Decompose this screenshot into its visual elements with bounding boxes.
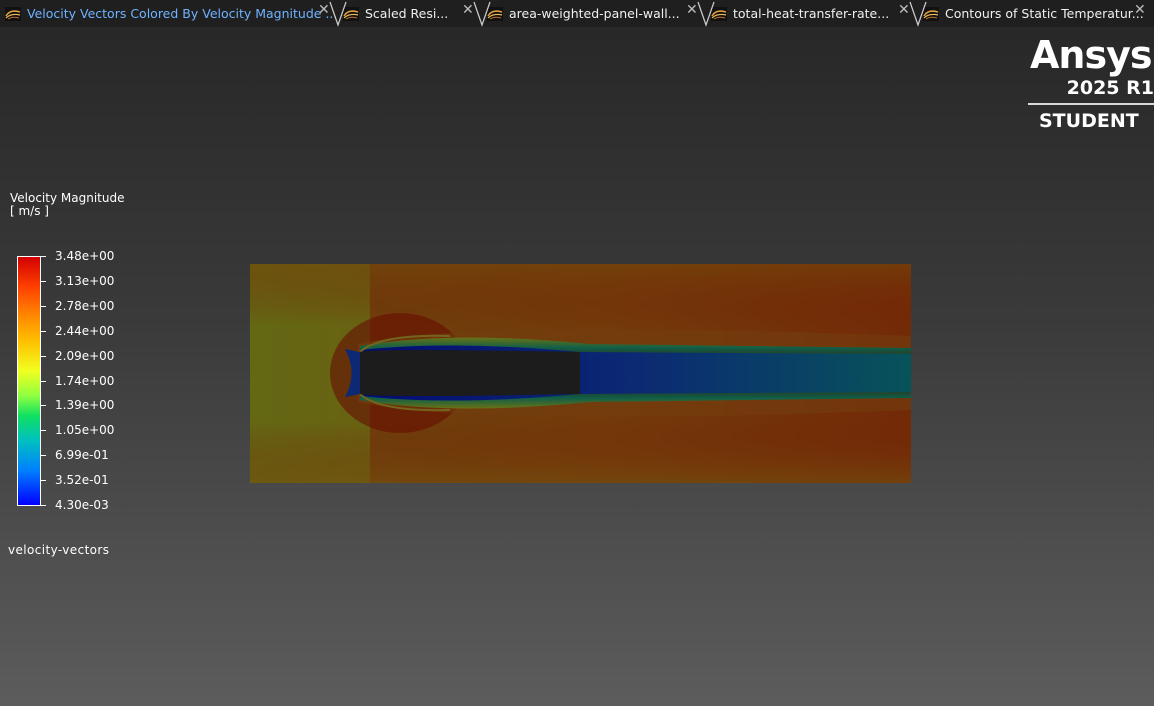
- legend-label: 3.52e-01: [41, 474, 109, 486]
- fluent-graphics-icon: [343, 6, 359, 21]
- legend-unit: [ m/s ]: [10, 204, 49, 218]
- tab-label: Velocity Vectors Colored By Velocity Mag…: [27, 6, 338, 21]
- close-icon[interactable]: ✕: [898, 2, 910, 18]
- fluent-graphics-icon: [923, 6, 939, 21]
- tab-separator: [909, 1, 927, 27]
- velocity-vector-field[interactable]: [250, 264, 911, 483]
- ansys-logo: Ansys 2025 R1 STUDENT: [1026, 34, 1154, 134]
- legend-label: 6.99e-01: [41, 449, 109, 461]
- logo-edition: STUDENT: [1039, 110, 1139, 132]
- tab-scaled-residuals[interactable]: Scaled Resi... ✕: [338, 0, 482, 27]
- tab-separator: [473, 1, 491, 27]
- fluent-graphics-icon: [711, 6, 727, 21]
- tab-label: Contours of Static Temperatur...: [945, 6, 1144, 21]
- scene-caption: velocity-vectors: [8, 543, 110, 557]
- legend-labels: 3.48e+00 3.13e+00 2.78e+00 2.44e+00 2.09…: [41, 250, 121, 511]
- tab-contours-static-temperature[interactable]: Contours of Static Temperatur... ✕: [918, 0, 1154, 27]
- tab-label: total-heat-transfer-rate...: [733, 6, 890, 21]
- legend-label: 1.39e+00: [41, 399, 114, 411]
- close-icon[interactable]: ✕: [1134, 2, 1146, 18]
- tab-total-heat-transfer-rate[interactable]: total-heat-transfer-rate... ✕: [706, 0, 918, 27]
- legend-label: 3.48e+00: [41, 250, 114, 262]
- logo-name: Ansys: [1030, 33, 1152, 77]
- fluent-graphics-icon: [5, 6, 21, 21]
- legend-label: 2.09e+00: [41, 350, 114, 362]
- close-icon[interactable]: ✕: [462, 2, 474, 18]
- legend-label: 2.78e+00: [41, 300, 114, 312]
- graphics-tab-bar: Velocity Vectors Colored By Velocity Mag…: [0, 0, 1154, 27]
- legend-label: 1.74e+00: [41, 375, 114, 387]
- close-icon[interactable]: ✕: [686, 2, 698, 18]
- close-icon[interactable]: ✕: [318, 2, 330, 18]
- tab-label: area-weighted-panel-wall...: [509, 6, 680, 21]
- tab-velocity-vectors[interactable]: Velocity Vectors Colored By Velocity Mag…: [0, 0, 338, 27]
- legend-label: 1.05e+00: [41, 424, 114, 436]
- logo-version: 2025 R1: [1066, 77, 1154, 99]
- fluent-graphics-icon: [487, 6, 503, 21]
- logo-divider: [1028, 103, 1154, 105]
- tab-area-weighted-panel-wall[interactable]: area-weighted-panel-wall... ✕: [482, 0, 706, 27]
- legend-label: 2.44e+00: [41, 325, 114, 337]
- legend-colorbar: [17, 256, 41, 506]
- tab-separator: [329, 1, 347, 27]
- tab-label: Scaled Resi...: [365, 6, 449, 21]
- legend-title: Velocity Magnitude: [10, 191, 125, 205]
- legend-label: 4.30e-03: [41, 499, 109, 511]
- tab-separator: [697, 1, 715, 27]
- legend-label: 3.13e+00: [41, 275, 114, 287]
